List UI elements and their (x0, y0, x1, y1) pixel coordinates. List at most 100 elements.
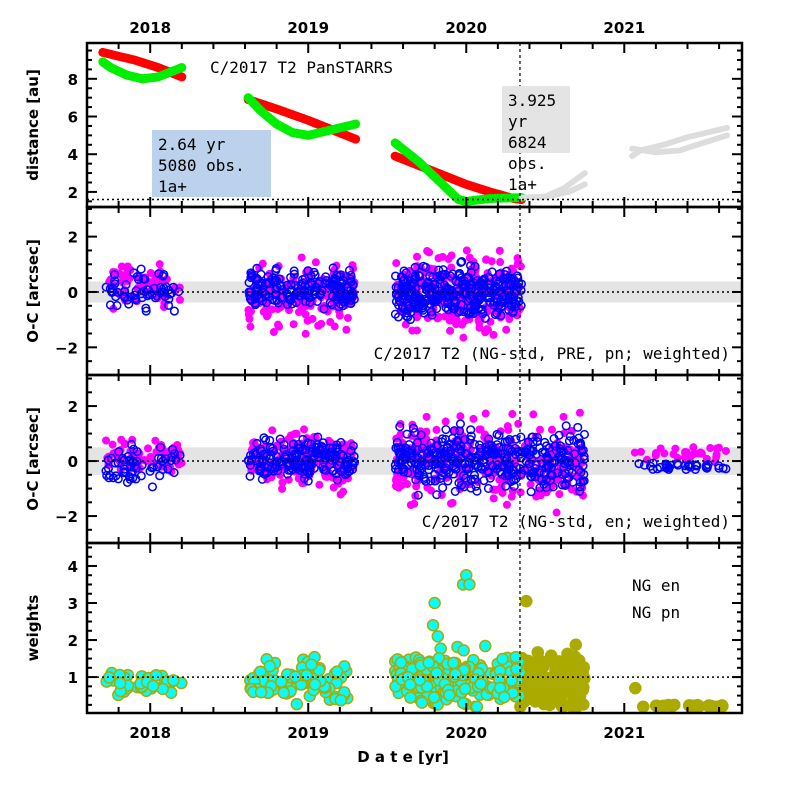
dec-residual-point (456, 299, 466, 310)
dec-residual-point (564, 436, 574, 446)
dec-residual-point (271, 266, 281, 276)
dec-residual-point (126, 439, 136, 449)
ra-residual-point (555, 490, 564, 499)
dec-residual-point (466, 261, 476, 271)
y-axis-label: weights (24, 595, 42, 662)
ra-residual-point (452, 320, 461, 329)
dec-residual-point (413, 298, 423, 308)
dec-residual-point (466, 267, 476, 277)
plot-area (87, 408, 742, 517)
pn-weight-point (474, 677, 487, 691)
pn-weight-point (289, 670, 302, 683)
dec-residual-point (505, 435, 515, 445)
dec-residual-point (131, 463, 141, 473)
dec-residual-point (488, 461, 498, 471)
en-weight-point (569, 638, 583, 651)
x-tick-label-top: 2019 (287, 19, 329, 37)
dec-residual-point (416, 449, 426, 459)
ra-residual-point (286, 431, 295, 440)
dec-residual-point (454, 269, 464, 279)
dec-residual-point (246, 295, 257, 305)
dec-residual-point (479, 476, 489, 486)
y-tick-label: 1 (68, 669, 78, 687)
dec-residual-point (438, 468, 448, 478)
dec-residual-point (390, 271, 401, 281)
dec-residual-point (159, 269, 169, 280)
en-weight-point (565, 700, 579, 713)
dec-residual-point (290, 450, 300, 460)
dec-residual-point (449, 463, 460, 473)
dec-residual-point (578, 461, 588, 471)
panel-title: C/2017 T2 PanSTARRS (210, 58, 393, 77)
ra-residual-point (446, 499, 455, 508)
dec-residual-point (346, 270, 356, 280)
y-tick-label: 0 (68, 453, 78, 471)
pn-weight-point (505, 674, 518, 687)
dec-residual-point (490, 310, 500, 320)
dec-residual-point (663, 461, 673, 471)
dec-residual-point (406, 458, 416, 468)
dec-residual-point (500, 471, 510, 481)
ra-residual-point (118, 272, 127, 281)
dec-residual-point (399, 467, 409, 477)
ra-residual-point (108, 440, 117, 449)
dec-residual-point (330, 454, 340, 464)
ra-residual-point (246, 322, 255, 331)
pn-weight-point (422, 656, 435, 670)
dec-residual-point (575, 477, 586, 487)
y-tick-label: 2 (68, 229, 78, 247)
dec-residual-point (114, 447, 124, 457)
ra-residual-point (474, 316, 483, 325)
dec-residual-point (508, 308, 518, 318)
dec-residual-point (329, 449, 339, 459)
ra-residual-point (497, 484, 506, 493)
dec-residual-point (432, 450, 442, 460)
ra-residual-point (441, 417, 450, 426)
en-weight-point (538, 686, 552, 699)
ra-residual-point (278, 478, 287, 487)
x-tick-label: 2018 (129, 724, 171, 742)
dec-residual-point (457, 257, 467, 267)
ra-residual-point (317, 319, 326, 328)
ra-residual-point (342, 325, 351, 334)
pn-weight-point (428, 596, 441, 610)
pn-weight-point (479, 639, 492, 653)
dec-residual-point (336, 437, 346, 447)
ra-residual-point (159, 303, 168, 312)
ra-residual-point (301, 329, 310, 338)
dec-residual-point (396, 272, 407, 282)
ra-residual-point (536, 425, 545, 434)
dec-residual-point (432, 490, 442, 500)
dec-residual-point (489, 297, 500, 307)
dec-residual-point (470, 301, 480, 311)
dec-residual-point (348, 441, 358, 451)
dec-residual-point (459, 289, 469, 299)
dec-residual-point (261, 298, 272, 308)
dec-residual-point (509, 475, 519, 485)
ra-residual-point (710, 457, 719, 466)
dec-residual-point (441, 425, 451, 435)
dec-residual-point (563, 445, 573, 455)
dec-residual-point (319, 304, 329, 314)
ra-residual-point (689, 443, 698, 452)
y-tick-label: 2 (68, 184, 78, 202)
dec-residual-point (718, 463, 728, 473)
dec-residual-point (254, 466, 264, 476)
dec-residual-point (303, 438, 313, 448)
pn-weight-point (449, 667, 462, 681)
dec-residual-point (500, 437, 510, 447)
y-tick-label: −2 (55, 508, 78, 526)
dec-residual-point (478, 309, 488, 319)
dec-residual-point (421, 296, 431, 306)
dec-residual-point (126, 469, 136, 479)
dec-residual-point (299, 462, 309, 472)
x-tick-label: 2020 (445, 724, 487, 742)
dec-residual-point (136, 264, 146, 274)
dec-residual-point (246, 268, 256, 278)
dec-residual-point (515, 449, 525, 459)
dec-residual-point (548, 482, 558, 492)
dec-residual-point (391, 443, 401, 453)
dec-residual-point (454, 478, 464, 488)
ra-residual-point (475, 323, 484, 332)
